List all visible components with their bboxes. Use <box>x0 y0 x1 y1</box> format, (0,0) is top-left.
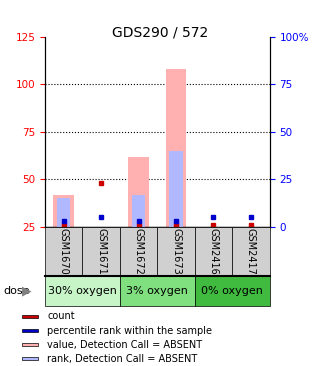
Bar <box>22 343 39 346</box>
Bar <box>157 227 195 276</box>
Text: 30% oxygen: 30% oxygen <box>48 286 117 296</box>
Bar <box>22 315 39 318</box>
Text: GSM2417: GSM2417 <box>246 228 256 275</box>
Text: rank, Detection Call = ABSENT: rank, Detection Call = ABSENT <box>48 354 198 364</box>
Text: GSM2416: GSM2416 <box>208 228 219 275</box>
Text: GSM1672: GSM1672 <box>134 228 143 275</box>
Text: GSM1670: GSM1670 <box>59 228 69 275</box>
Bar <box>22 329 39 332</box>
Text: ▶: ▶ <box>22 284 31 298</box>
Bar <box>166 69 186 227</box>
Bar <box>120 227 157 276</box>
Text: value, Detection Call = ABSENT: value, Detection Call = ABSENT <box>48 340 203 350</box>
Text: count: count <box>48 311 75 321</box>
Bar <box>128 157 149 227</box>
Bar <box>195 227 232 276</box>
Bar <box>232 227 270 276</box>
Text: GDS290 / 572: GDS290 / 572 <box>112 26 209 40</box>
Text: GSM1671: GSM1671 <box>96 228 106 275</box>
Text: 0% oxygen: 0% oxygen <box>201 286 263 296</box>
Text: dose: dose <box>3 286 30 296</box>
Bar <box>169 151 183 227</box>
Text: percentile rank within the sample: percentile rank within the sample <box>48 325 213 336</box>
Bar <box>120 276 195 306</box>
Bar <box>132 195 145 227</box>
Bar <box>57 198 70 227</box>
Bar <box>45 276 120 306</box>
Text: 3% oxygen: 3% oxygen <box>126 286 188 296</box>
Bar <box>195 276 270 306</box>
Bar <box>45 227 82 276</box>
Bar <box>22 357 39 361</box>
Bar <box>82 227 120 276</box>
Bar <box>53 195 74 227</box>
Text: GSM1673: GSM1673 <box>171 228 181 275</box>
